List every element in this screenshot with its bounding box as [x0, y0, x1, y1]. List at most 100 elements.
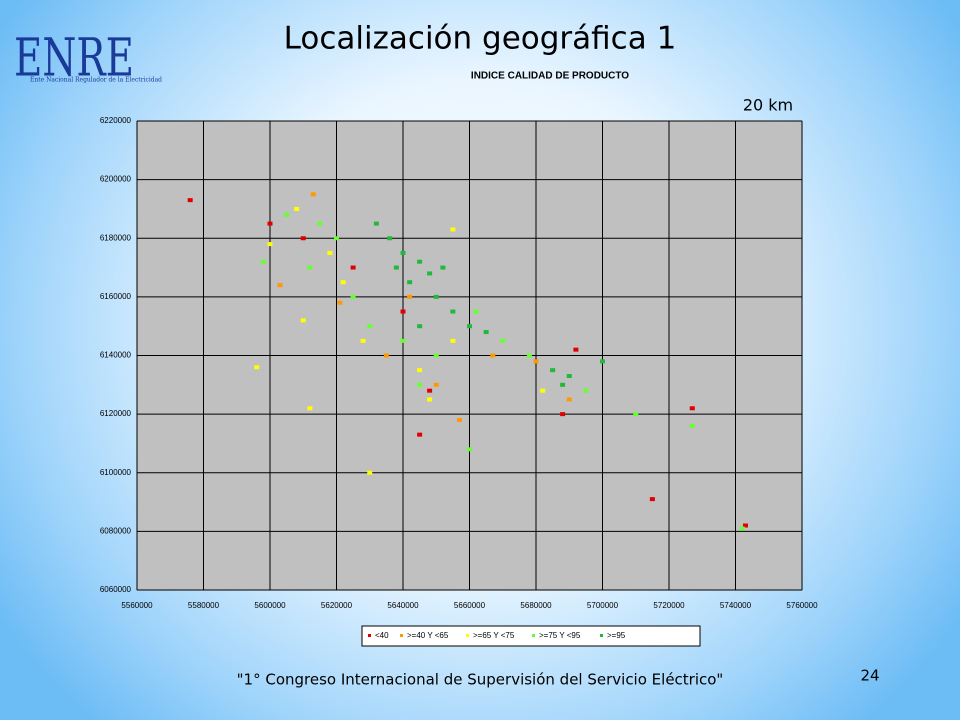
point [560, 412, 566, 417]
point [600, 359, 605, 364]
point [317, 221, 323, 226]
legend-marker [400, 634, 403, 637]
point [260, 259, 266, 264]
point [407, 280, 413, 285]
point [400, 309, 406, 314]
point [467, 324, 472, 329]
y-tick-label: 6160000 [100, 292, 132, 301]
page-number: 24 [860, 667, 879, 685]
point [310, 192, 316, 197]
point [387, 236, 393, 241]
point [400, 338, 406, 343]
point [450, 309, 456, 314]
x-tick-label: 5580000 [188, 601, 220, 610]
point [450, 338, 456, 343]
point [373, 221, 379, 226]
y-tick-label: 6180000 [100, 233, 132, 242]
point [350, 265, 356, 270]
point [407, 294, 413, 299]
x-tick-label: 5760000 [786, 601, 818, 610]
x-tick-label: 5740000 [720, 601, 752, 610]
point [417, 259, 423, 264]
point [284, 212, 290, 217]
point [427, 388, 433, 393]
point [427, 271, 433, 276]
legend-label: <40 [375, 631, 389, 640]
point [417, 324, 423, 329]
point [187, 198, 193, 203]
point [307, 406, 313, 411]
legend-label: >=40 Y <65 [407, 631, 449, 640]
point [440, 265, 446, 270]
legend-marker [532, 634, 535, 637]
point [337, 300, 343, 305]
x-tick-label: 5720000 [653, 601, 685, 610]
point [367, 470, 373, 475]
x-tick-label: 5600000 [254, 601, 286, 610]
y-tick-label: 6200000 [100, 175, 132, 184]
point [540, 388, 546, 393]
point [327, 250, 333, 255]
x-tick-label: 5700000 [587, 601, 619, 610]
legend-label: >=75 Y <95 [539, 631, 581, 640]
chart-subtitle: INDICE CALIDAD DE PRODUCTO [471, 71, 629, 82]
point [417, 382, 423, 387]
point [433, 294, 439, 299]
point [573, 347, 579, 352]
point [457, 417, 463, 422]
y-tick-label: 6100000 [100, 468, 132, 477]
point [473, 309, 479, 314]
logo-subtitle: Ente Nacional Regulador de la Electricid… [30, 77, 162, 84]
point [566, 397, 572, 402]
point [483, 330, 489, 335]
y-tick-label: 6120000 [100, 409, 132, 418]
legend-marker [600, 634, 603, 637]
point [427, 397, 433, 402]
point [526, 353, 532, 358]
y-tick-label: 6220000 [100, 116, 132, 125]
legend-marker [466, 634, 469, 637]
chart-title: Localización geográfica 1 [284, 21, 677, 57]
point [450, 227, 456, 232]
point [334, 236, 339, 241]
point [433, 353, 439, 358]
footer-text: "1° Congreso Internacional de Supervisió… [237, 671, 724, 689]
point [417, 368, 423, 373]
point [633, 412, 639, 417]
point [742, 523, 748, 528]
y-tick-label: 6140000 [100, 351, 132, 360]
point [307, 265, 313, 270]
point [560, 382, 566, 387]
point [689, 423, 695, 428]
point [583, 388, 589, 393]
x-tick-label: 5660000 [454, 601, 486, 610]
x-tick-label: 5620000 [321, 601, 353, 610]
point [433, 382, 439, 387]
scale-annotation: 20 km [743, 96, 793, 115]
point [340, 280, 346, 285]
point [550, 368, 556, 373]
legend [361, 625, 701, 647]
point [739, 526, 745, 531]
legend-marker [368, 634, 371, 637]
y-tick-label: 6060000 [100, 585, 132, 594]
legend-label: >=95 [607, 631, 626, 640]
point [277, 283, 283, 288]
point [254, 365, 260, 370]
point [350, 294, 356, 299]
point [500, 338, 506, 343]
point [566, 374, 572, 379]
y-tick-label: 6080000 [100, 526, 132, 535]
x-tick-label: 5560000 [121, 601, 153, 610]
point [383, 353, 389, 358]
legend-label: >=65 Y <75 [473, 631, 515, 640]
x-tick-label: 5640000 [387, 601, 419, 610]
point [300, 236, 306, 241]
point [649, 497, 655, 502]
point [490, 353, 496, 358]
point [294, 206, 300, 211]
point [417, 432, 423, 437]
point [393, 265, 399, 270]
